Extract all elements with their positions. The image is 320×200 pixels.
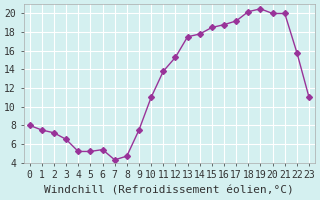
X-axis label: Windchill (Refroidissement éolien,°C): Windchill (Refroidissement éolien,°C)	[44, 186, 294, 196]
